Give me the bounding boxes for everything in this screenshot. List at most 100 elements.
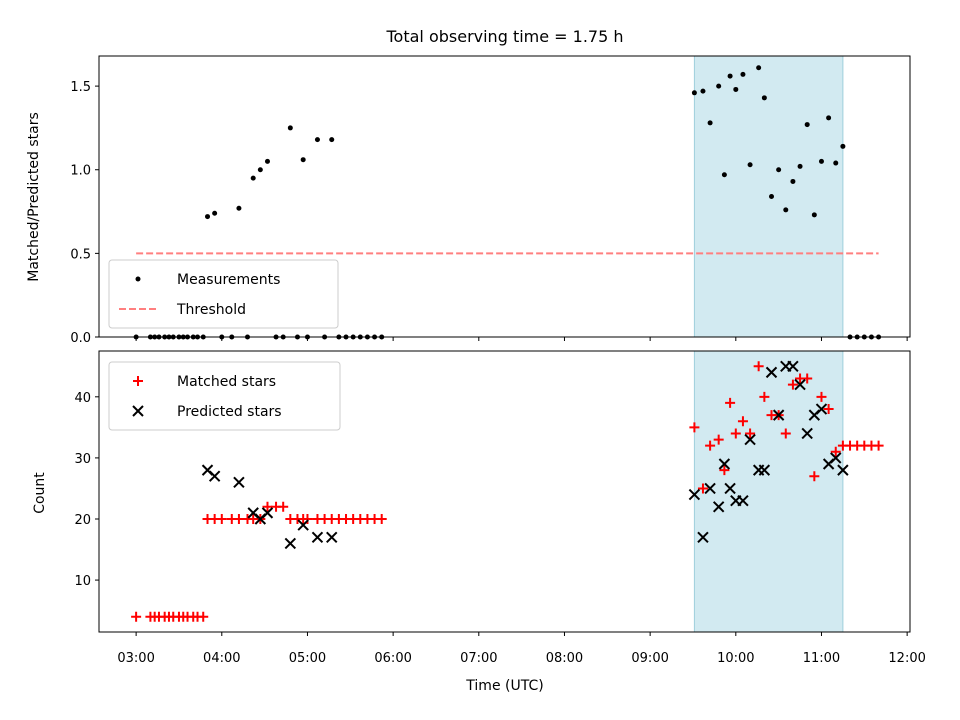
- measurement-point: [250, 175, 256, 181]
- matched-star-point: [830, 446, 841, 457]
- bottom-y-tick-label: 10: [74, 574, 91, 589]
- measurement-point: [833, 160, 839, 166]
- measurement-point: [761, 95, 767, 101]
- x-tick-label: 10:00: [717, 651, 754, 666]
- measurement-point: [314, 137, 320, 143]
- measurement-point: [804, 122, 810, 128]
- matched-star-point: [753, 361, 764, 372]
- measurement-point: [783, 207, 789, 213]
- top-y-axis-label: Matched/Predicted stars: [26, 112, 42, 282]
- x-tick-label: 03:00: [117, 651, 154, 666]
- chart-title: Total observing time = 1.75 h: [385, 27, 623, 46]
- bottom-series-1: [201, 360, 849, 550]
- measurement-point: [740, 71, 746, 77]
- measurement-point: [700, 88, 706, 94]
- predicted-star-point: [744, 433, 756, 446]
- matched-star-point: [302, 513, 313, 524]
- x-tick-label: 12:00: [888, 651, 925, 666]
- matched-star-point: [745, 428, 756, 439]
- measurement-point: [811, 212, 817, 218]
- bottom-frame: [98, 350, 911, 633]
- predicted-star-point: [712, 501, 725, 513]
- legend-plus-marker: [133, 376, 143, 386]
- predicted-star-point: [787, 360, 799, 372]
- matched-star-point: [725, 397, 736, 408]
- measurement-point: [818, 158, 824, 164]
- predicted-star-point: [815, 403, 828, 415]
- x-tick-label: 07:00: [460, 651, 497, 666]
- predicted-star-point: [718, 458, 731, 470]
- predicted-star-point: [794, 378, 806, 391]
- matched-star-point: [233, 513, 244, 524]
- measurement-point: [716, 83, 722, 89]
- matched-star-point: [713, 434, 724, 445]
- measurement-point: [776, 167, 782, 173]
- matched-star-point: [689, 422, 700, 433]
- top-legend-box: [108, 259, 339, 329]
- matched-star-point: [809, 471, 820, 482]
- predicted-star-point: [765, 366, 778, 379]
- top-shaded-region: [693, 55, 844, 338]
- predicted-star-point: [284, 537, 297, 550]
- measurement-point: [721, 172, 727, 178]
- x-tick-label: 11:00: [803, 651, 840, 666]
- measurement-point: [733, 86, 739, 92]
- matched-star-point: [759, 391, 770, 402]
- matched-star-point: [198, 611, 209, 622]
- measurement-point: [747, 162, 753, 168]
- predicted-star-point: [737, 494, 749, 507]
- measurement-point: [840, 143, 846, 149]
- predicted-star-point: [688, 488, 701, 501]
- bottom-legend: Matched stars Predicted stars: [108, 361, 341, 431]
- matched-star-point: [737, 416, 748, 427]
- legend-x-marker: [132, 405, 144, 417]
- legend-dot-marker: [135, 276, 141, 282]
- measurement-point: [287, 125, 293, 131]
- matched-star-point: [278, 501, 289, 512]
- predicted-star-point: [830, 452, 842, 464]
- measurement-point: [769, 194, 775, 199]
- predicted-star-point: [326, 531, 338, 544]
- measurement-point: [205, 214, 211, 220]
- measurement-point: [257, 167, 263, 173]
- predicted-star-point: [311, 531, 324, 544]
- measurement-point: [790, 178, 796, 184]
- predicted-star-point: [297, 519, 309, 531]
- matched-star-point: [780, 428, 791, 439]
- x-axis-label: Time (UTC): [465, 678, 543, 694]
- matched-star-point: [719, 465, 730, 476]
- matched-star-point: [216, 513, 227, 524]
- measurement-point: [826, 115, 832, 121]
- measurement-point: [756, 65, 762, 71]
- bottom-series-0: [131, 361, 884, 622]
- matched-star-point: [816, 391, 827, 402]
- predicted-star-point: [208, 470, 221, 482]
- x-tick-label: 09:00: [631, 651, 668, 666]
- matched-star-point: [376, 513, 387, 524]
- bottom-y-tick-label: 30: [74, 452, 91, 467]
- bottom-shaded-region: [693, 350, 844, 633]
- matched-star-point: [697, 483, 708, 494]
- x-tick-label: 06:00: [374, 651, 411, 666]
- measurement-point: [329, 137, 335, 143]
- matched-star-point: [131, 611, 142, 622]
- measurement-point: [797, 163, 803, 169]
- legend-label: Predicted stars: [177, 404, 282, 420]
- bottom-y-tick-label: 40: [74, 391, 91, 406]
- bottom-y-tick-label: 20: [74, 513, 91, 528]
- matched-star-point: [262, 501, 273, 512]
- measurement-point: [264, 158, 270, 164]
- top-y-tick-label: 0.0: [70, 331, 91, 346]
- top-frame: [98, 55, 911, 338]
- matched-star-point: [802, 373, 813, 384]
- matched-star-point: [823, 404, 834, 415]
- predicted-star-point: [837, 464, 849, 476]
- bottom-panel: 10 20 30 40 03:00 04:00 05:00 06:00 07:00 08:00 09…: [74, 350, 926, 666]
- predicted-star-point: [704, 482, 716, 495]
- measurement-point: [707, 120, 713, 126]
- legend-label: Measurements: [177, 272, 280, 288]
- top-legend: Measurements Threshold: [108, 259, 339, 329]
- legend-label: Matched stars: [177, 374, 276, 390]
- predicted-star-point: [801, 427, 813, 440]
